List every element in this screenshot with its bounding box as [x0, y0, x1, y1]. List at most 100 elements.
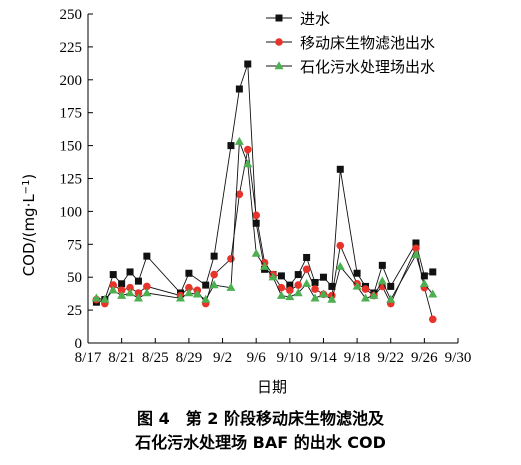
data-point — [252, 211, 260, 220]
data-point — [429, 268, 437, 276]
data-point — [243, 145, 252, 154]
data-point — [369, 290, 379, 299]
x-tick-label: 9/10 — [276, 350, 303, 366]
series-2 — [92, 145, 437, 324]
data-point — [209, 280, 219, 289]
x-tick-label: 9/14 — [310, 350, 337, 366]
data-point — [176, 293, 185, 302]
x-tick-label: 9/22 — [377, 350, 404, 366]
data-point — [133, 293, 143, 302]
data-point — [260, 261, 270, 270]
legend-label: 进水 — [300, 10, 330, 28]
x-tick-label: 9/18 — [344, 350, 371, 366]
data-point — [185, 283, 193, 292]
data-point — [192, 289, 202, 298]
data-point — [428, 315, 437, 324]
data-point — [387, 282, 395, 290]
y-axis-title-close: ) — [20, 174, 38, 180]
data-point — [201, 294, 211, 303]
data-point — [294, 281, 303, 289]
data-point — [227, 254, 235, 263]
data-point — [318, 289, 328, 298]
y-axis: 0 25 50 75 100 125 150 175 200 225 250 — [60, 7, 93, 352]
x-axis-title: 日期 — [257, 378, 287, 396]
legend-label: 移动床生物滤池出水 — [300, 34, 435, 52]
data-point — [235, 85, 243, 93]
data-point — [109, 281, 118, 289]
data-point — [353, 269, 361, 277]
data-point — [277, 283, 286, 292]
data-point — [126, 268, 134, 276]
x-tick-label: 8/25 — [142, 350, 169, 366]
x-tick-label: 9/6 — [247, 350, 267, 366]
data-point — [327, 294, 337, 303]
y-tick-label: 150 — [60, 139, 83, 155]
data-point — [386, 294, 396, 303]
data-point — [251, 248, 261, 257]
data-point — [125, 288, 135, 297]
data-point — [412, 239, 420, 247]
legend-label: 石化污水处理场出水 — [300, 58, 435, 76]
data-point — [328, 282, 336, 290]
cod-line-chart: 0 25 50 75 100 125 150 175 200 225 250 8/17 8/21 8/2… — [20, 7, 472, 396]
data-point — [276, 290, 286, 299]
data-point — [118, 280, 126, 288]
x-tick-label: 8/17 — [75, 350, 102, 366]
data-point — [100, 294, 110, 303]
x-tick-label: 9/2 — [213, 350, 232, 366]
data-point — [108, 285, 118, 294]
data-point — [377, 276, 387, 285]
data-point — [143, 252, 151, 260]
data-point — [143, 282, 151, 291]
data-point — [428, 289, 438, 298]
y-tick-label: 50 — [67, 270, 82, 286]
data-point — [126, 283, 134, 292]
data-point — [319, 273, 327, 281]
data-point — [302, 265, 311, 274]
data-point — [184, 288, 194, 297]
data-point — [210, 252, 218, 260]
data-point — [411, 250, 421, 259]
x-tick-label: 8/21 — [108, 350, 135, 366]
series-layer — [91, 60, 438, 324]
data-point — [243, 159, 253, 168]
data-point — [285, 292, 295, 301]
data-point — [303, 253, 311, 261]
data-point — [117, 290, 127, 299]
data-point — [419, 278, 429, 287]
data-point — [202, 281, 210, 289]
data-point — [244, 60, 252, 68]
data-point — [336, 241, 345, 250]
x-tick-label: 9/30 — [445, 350, 472, 366]
data-point — [352, 281, 362, 290]
data-point — [226, 282, 236, 291]
y-tick-label: 125 — [60, 172, 83, 188]
data-point — [335, 261, 345, 270]
x-axis: 8/17 8/21 8/25 8/29 9/2 9/6 9/10 9/14 9/18 9/22 9/… — [75, 338, 472, 366]
data-point — [142, 288, 152, 297]
y-tick-label: 225 — [60, 40, 83, 56]
data-point — [361, 293, 370, 302]
data-point — [412, 244, 420, 253]
data-point — [378, 261, 386, 269]
data-point — [336, 165, 344, 173]
data-point — [293, 288, 303, 297]
series-3 — [91, 136, 438, 303]
x-tick-label: 8/29 — [176, 350, 203, 366]
data-point — [361, 285, 370, 293]
data-point — [234, 136, 244, 145]
data-point — [134, 289, 143, 297]
data-point — [268, 272, 278, 281]
y-axis-title-sup: −1 — [21, 180, 32, 195]
legend-marker — [275, 38, 283, 46]
x-tick-label: 9/26 — [411, 350, 438, 366]
data-point — [311, 278, 319, 286]
legend-marker — [275, 14, 283, 22]
data-point — [117, 286, 126, 295]
data-point — [311, 285, 319, 293]
data-point — [227, 142, 235, 150]
data-point — [109, 271, 117, 279]
series-line — [96, 141, 434, 301]
data-point — [286, 281, 294, 289]
figure-caption-line-1: 图 4 第 2 阶段移动床生物滤池及 — [137, 409, 384, 428]
